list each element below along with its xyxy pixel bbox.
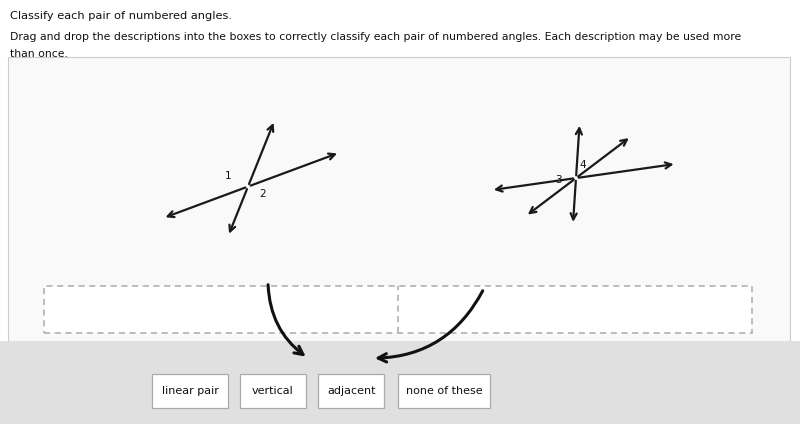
Bar [8,57,790,346]
Text: 2: 2 [259,189,266,199]
Text: 1: 1 [225,171,231,181]
Bar [318,374,384,408]
Text: vertical: vertical [252,386,294,396]
Text: Drag and drop the descriptions into the boxes to correctly classify each pair of: Drag and drop the descriptions into the … [10,32,741,42]
Text: than once.: than once. [10,49,67,59]
Text: 4: 4 [579,160,586,170]
Bar [44,286,752,333]
Bar [152,374,228,408]
Bar [398,374,490,408]
Text: 3: 3 [555,175,562,185]
Text: linear pair: linear pair [162,386,218,396]
FancyArrowPatch shape [268,285,303,354]
Text: adjacent: adjacent [327,386,375,396]
FancyArrowPatch shape [378,291,482,362]
Text: none of these: none of these [406,386,482,396]
Text: Classify each pair of numbered angles.: Classify each pair of numbered angles. [10,11,232,21]
Bar [240,374,306,408]
Bar [0,341,800,424]
